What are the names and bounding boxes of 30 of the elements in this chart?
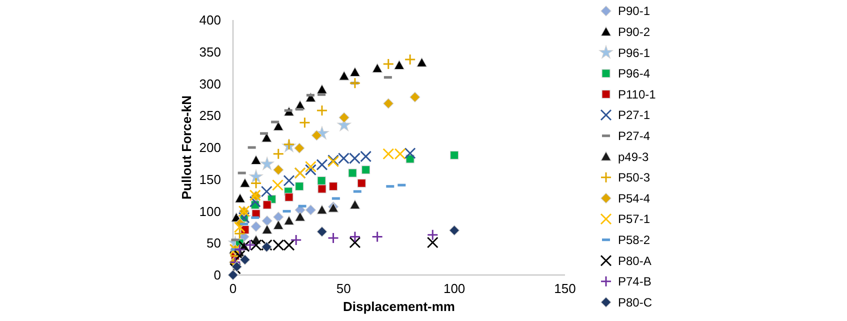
y-tick-label: 350	[199, 44, 221, 60]
legend-label: P90-1	[618, 4, 650, 18]
legend-label: P57-1	[618, 212, 650, 226]
legend-label: P96-1	[618, 46, 650, 60]
y-tick-label: 200	[199, 140, 221, 156]
x-tick-label: 100	[443, 281, 466, 296]
y-tick-label: 0	[214, 268, 221, 283]
legend-label: P96-4	[618, 66, 650, 81]
y-tick-label: 300	[199, 76, 221, 92]
x-tick-label: 150	[554, 281, 576, 296]
legend-label: P80-C	[618, 295, 652, 310]
y-tick-label: 100	[199, 204, 221, 219]
y-tick-label: 150	[199, 172, 221, 187]
legend-label: p49-3	[618, 150, 650, 164]
y-tick-label: 400	[199, 12, 221, 28]
x-axis-title: Displacement-mm	[343, 299, 455, 314]
legend-label: P58-2	[618, 233, 650, 247]
y-axis-title: Pullout Force-kN	[179, 95, 194, 200]
legend-label: P54-4	[618, 191, 650, 206]
legend-label: P50-3	[618, 170, 650, 185]
y-tick-label: 250	[199, 108, 221, 124]
y-tick-label: 50	[206, 236, 221, 251]
legend-label: P80-A	[618, 254, 652, 268]
legend-label: P110-1	[618, 87, 656, 102]
x-tick-label: 50	[336, 281, 351, 296]
legend-label: P90-2	[618, 25, 650, 39]
x-tick-label: 0	[229, 281, 237, 296]
legend-label: P27-4	[618, 129, 650, 143]
legend-label: P74-B	[618, 274, 652, 289]
legend-label: P27-1	[618, 108, 650, 122]
